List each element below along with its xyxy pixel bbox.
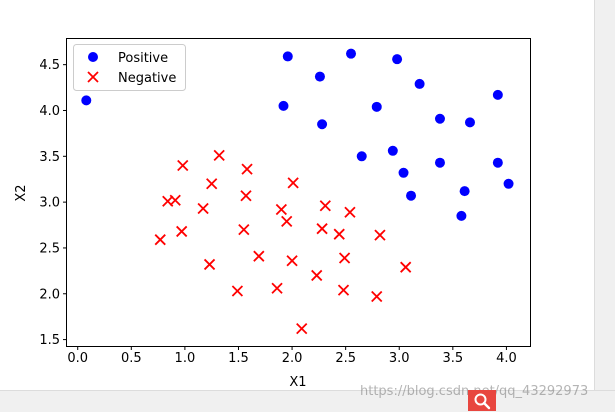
negative-point xyxy=(400,261,412,273)
negative-point xyxy=(241,163,253,175)
positive-point xyxy=(434,113,445,124)
negative-point xyxy=(275,203,287,216)
legend-label-negative: Negative xyxy=(118,71,176,86)
x-tick-label: 3.0 xyxy=(389,351,410,366)
negative-point xyxy=(281,215,293,228)
y-tick-label: 2.0 xyxy=(39,287,60,302)
x-axis-label: X1 xyxy=(289,375,306,390)
negative-point xyxy=(319,200,331,212)
negative-point xyxy=(206,178,218,190)
negative-point xyxy=(213,149,225,162)
x-tick-label: 0.0 xyxy=(67,351,88,366)
negative-point xyxy=(286,255,298,267)
negative-point xyxy=(374,229,386,241)
negative-point xyxy=(177,159,189,172)
y-tick-label: 3.0 xyxy=(39,196,60,211)
legend-marker-negative xyxy=(87,71,99,83)
negative-point xyxy=(169,194,181,206)
y-tick-label: 3.5 xyxy=(39,150,60,165)
x-tick-label: 4.0 xyxy=(496,351,517,366)
positive-point xyxy=(392,54,403,65)
negative-point xyxy=(333,228,345,240)
negative-point xyxy=(231,285,244,297)
negative-point xyxy=(296,322,308,335)
negative-point xyxy=(287,177,299,189)
y-tick-label: 2.5 xyxy=(39,241,60,256)
negative-point xyxy=(240,190,252,202)
x-tick-label: 3.5 xyxy=(442,351,463,366)
window-edge-right xyxy=(594,0,615,411)
y-tick-label: 1.5 xyxy=(39,333,60,348)
positive-point xyxy=(278,100,289,111)
legend-label-positive: Positive xyxy=(118,51,168,66)
positive-point xyxy=(398,167,409,178)
negative-point xyxy=(176,225,188,238)
positive-point xyxy=(503,178,514,189)
legend: Positive Negative xyxy=(73,44,186,91)
positive-point xyxy=(459,186,470,197)
positive-point xyxy=(371,101,382,112)
negative-point xyxy=(203,258,216,271)
positive-point xyxy=(414,78,425,89)
plot-frame xyxy=(66,38,531,347)
positive-point xyxy=(492,89,503,100)
negative-point xyxy=(344,206,356,218)
positive-point xyxy=(492,157,503,168)
positive-point xyxy=(434,157,445,168)
positive-point xyxy=(456,210,467,221)
negative-point xyxy=(316,223,328,235)
x-tick-label: 1.0 xyxy=(175,351,196,366)
negative-point xyxy=(253,250,265,262)
zoom-button[interactable] xyxy=(468,390,496,411)
negative-point xyxy=(371,290,383,303)
positive-point xyxy=(317,119,328,130)
negative-point xyxy=(338,252,351,264)
positive-point xyxy=(282,51,293,62)
positive-point xyxy=(387,145,398,156)
x-tick-label: 1.5 xyxy=(228,351,249,366)
y-tick-label: 4.0 xyxy=(39,104,60,119)
x-tick-label: 2.5 xyxy=(335,351,356,366)
window-edge-bottom xyxy=(0,390,615,412)
positive-point xyxy=(356,151,367,162)
positive-point xyxy=(464,117,475,128)
negative-point xyxy=(197,202,209,215)
positive-point xyxy=(346,48,357,59)
negative-point xyxy=(154,234,166,246)
negative-point xyxy=(271,282,283,294)
magnifier-icon xyxy=(474,393,491,409)
x-tick-label: 0.5 xyxy=(121,351,142,366)
negative-point xyxy=(337,284,350,296)
y-axis-label: X2 xyxy=(14,184,29,201)
positive-point xyxy=(406,190,417,201)
positive-point xyxy=(81,95,92,106)
scatter-chart: 0.0 0.5 1.0 1.5 2.0 2.5 3.0 3.5 4.0 1.5 2.0 2.5 3.0 3… xyxy=(14,38,531,390)
legend-box xyxy=(73,44,186,91)
x-tick-label: 2.0 xyxy=(282,351,303,366)
negative-point xyxy=(238,223,250,236)
positive-point xyxy=(314,71,325,82)
y-tick-label: 4.5 xyxy=(39,58,60,73)
negative-point xyxy=(311,269,323,282)
legend-marker-positive xyxy=(88,52,98,62)
